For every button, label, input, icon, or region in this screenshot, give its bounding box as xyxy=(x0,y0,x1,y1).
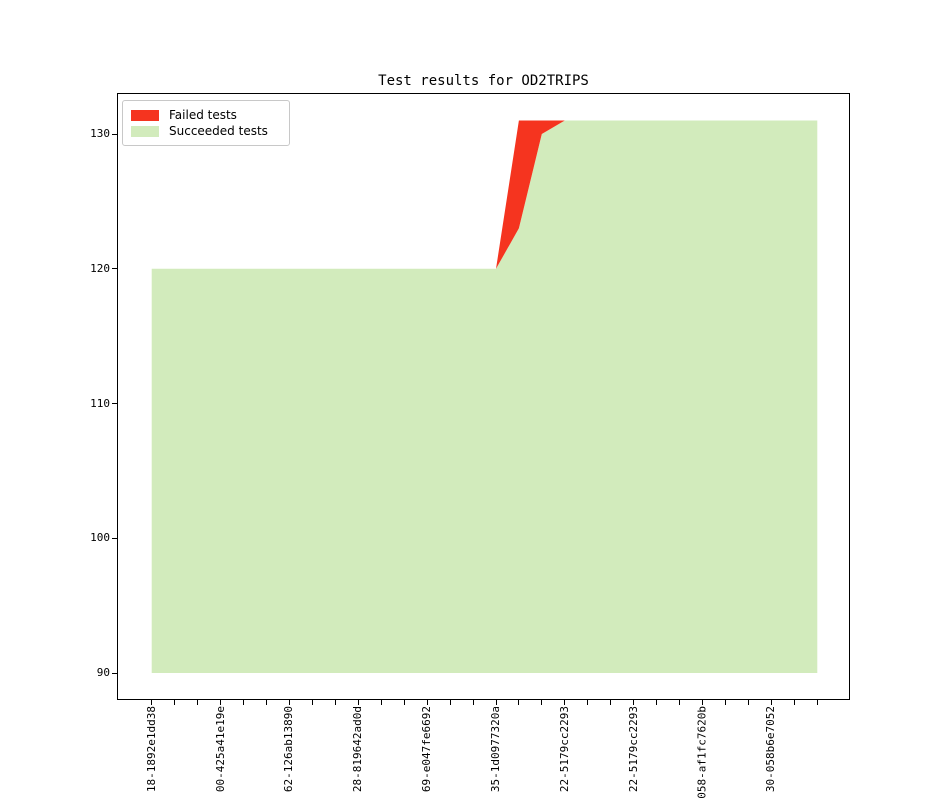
x-tick xyxy=(174,700,176,705)
y-tick-label: 110 xyxy=(90,396,110,410)
x-tick xyxy=(311,700,313,705)
x-tick xyxy=(243,700,244,705)
x-tick xyxy=(334,700,336,705)
x-tick xyxy=(793,700,795,705)
x-tick-label-text: 69-e047fe6692 xyxy=(420,706,434,793)
x-tick xyxy=(587,700,589,705)
x-tick xyxy=(770,700,772,705)
x-tick xyxy=(495,700,497,705)
x-tick xyxy=(380,700,382,705)
failed-swatch-icon xyxy=(131,109,159,121)
x-tick-label-text: 62-126ab13890 xyxy=(282,706,296,793)
x-tick xyxy=(197,700,199,705)
succeeded-area xyxy=(151,120,818,673)
legend-item-failed: Failed tests xyxy=(131,107,281,123)
x-tick xyxy=(610,700,612,705)
x-tick xyxy=(449,700,451,705)
plot-area-border xyxy=(117,93,850,700)
x-tick xyxy=(702,700,703,705)
y-tick-label: 120 xyxy=(90,261,110,275)
x-tick xyxy=(288,700,290,705)
y-tick xyxy=(112,672,117,674)
x-tick xyxy=(266,700,267,705)
legend-label-failed: Failed tests xyxy=(169,107,237,122)
x-tick xyxy=(679,700,681,705)
x-tick xyxy=(472,700,474,705)
legend: Failed tests Succeeded tests xyxy=(122,100,290,146)
x-tick xyxy=(426,700,428,705)
y-tick xyxy=(112,133,117,135)
x-tick xyxy=(656,700,658,705)
x-tick xyxy=(747,700,749,705)
y-tick xyxy=(112,403,117,404)
y-tick-label: 100 xyxy=(90,531,110,545)
legend-item-succeeded: Succeeded tests xyxy=(131,123,281,139)
y-tick xyxy=(112,537,117,539)
x-tick-label-text: 00-425a41e19e xyxy=(213,706,227,793)
y-tick-label: 130 xyxy=(90,127,110,140)
y-tick xyxy=(112,268,117,270)
x-tick xyxy=(541,700,543,705)
x-tick xyxy=(151,700,153,705)
chart-title: Test results for OD2TRIPS xyxy=(378,73,589,89)
x-tick-label-text: 058-af1fc7620b xyxy=(695,706,709,799)
y-tick-label: 90 xyxy=(96,666,110,679)
succeeded-swatch-icon xyxy=(131,125,159,137)
x-tick-label-text: 18-1892e1dd38 xyxy=(144,706,158,793)
x-tick-label-text: 30-058b6e7052 xyxy=(764,706,778,793)
x-tick xyxy=(816,700,818,705)
x-tick xyxy=(220,700,222,705)
x-tick xyxy=(725,700,726,705)
x-tick-label-text: 22-5179cc2293 xyxy=(557,706,571,793)
x-tick-label-text: 35-1d0977320a xyxy=(489,706,502,793)
x-tick xyxy=(564,700,566,705)
x-tick-label-text: 28-819642ad0d xyxy=(351,706,365,793)
x-tick-label-text: 22-5179cc2293 xyxy=(626,706,640,793)
x-tick xyxy=(357,700,359,705)
legend-label-succeeded: Succeeded tests xyxy=(169,123,268,138)
x-tick xyxy=(518,700,520,705)
x-tick xyxy=(633,700,635,705)
x-tick xyxy=(403,700,405,705)
